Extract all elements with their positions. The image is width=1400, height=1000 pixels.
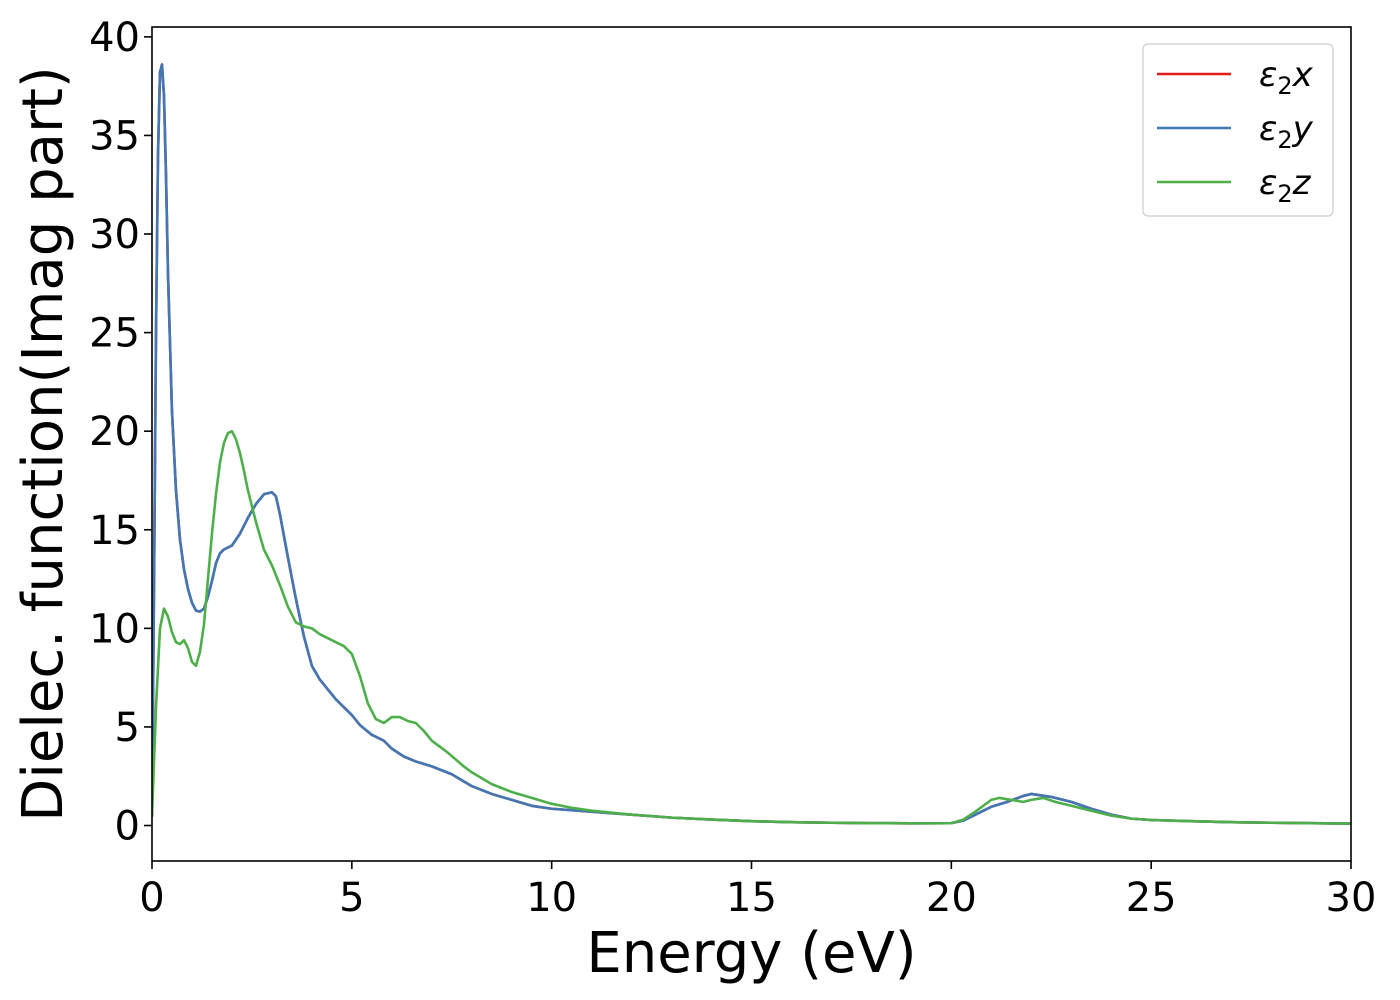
legend-label-y: ε2y bbox=[1259, 109, 1314, 154]
y-tick-label: 35 bbox=[89, 113, 140, 159]
y-tick-label: 5 bbox=[115, 705, 140, 751]
y-tick-label: 15 bbox=[89, 508, 140, 554]
series-line-y bbox=[152, 63, 1351, 825]
y-tick-label: 20 bbox=[89, 409, 140, 455]
plot-frame bbox=[151, 26, 1352, 862]
x-tick-label: 20 bbox=[926, 875, 977, 921]
x-axis-title: Energy (eV) bbox=[586, 921, 916, 986]
y-tick-label: 10 bbox=[89, 606, 140, 652]
ticks-layer: 0 5 10 15 20 25 30 0 5 10 15 20 25 30 35 40 bbox=[89, 15, 1376, 921]
x-tick-label: 5 bbox=[339, 875, 364, 921]
y-tick-label: 25 bbox=[89, 311, 140, 357]
series-layer bbox=[152, 63, 1351, 825]
series-line-z bbox=[152, 429, 1351, 825]
y-tick-label: 30 bbox=[89, 212, 140, 258]
x-tick-label: 25 bbox=[1126, 875, 1177, 921]
x-tick-label: 15 bbox=[726, 875, 777, 921]
x-tick-label: 0 bbox=[139, 875, 164, 921]
y-tick-label: 0 bbox=[115, 804, 140, 850]
x-tick-label: 30 bbox=[1326, 875, 1377, 921]
x-tick-label: 10 bbox=[526, 875, 577, 921]
y-tick-label: 40 bbox=[89, 15, 140, 61]
legend-label-z: ε2z bbox=[1259, 163, 1312, 208]
y-axis-title: Dielec. function(Imag part) bbox=[11, 66, 76, 822]
legend-label-x: ε2x bbox=[1259, 55, 1314, 100]
legend-box bbox=[1142, 43, 1334, 217]
legend: ε2x ε2y ε2z bbox=[1142, 43, 1334, 217]
